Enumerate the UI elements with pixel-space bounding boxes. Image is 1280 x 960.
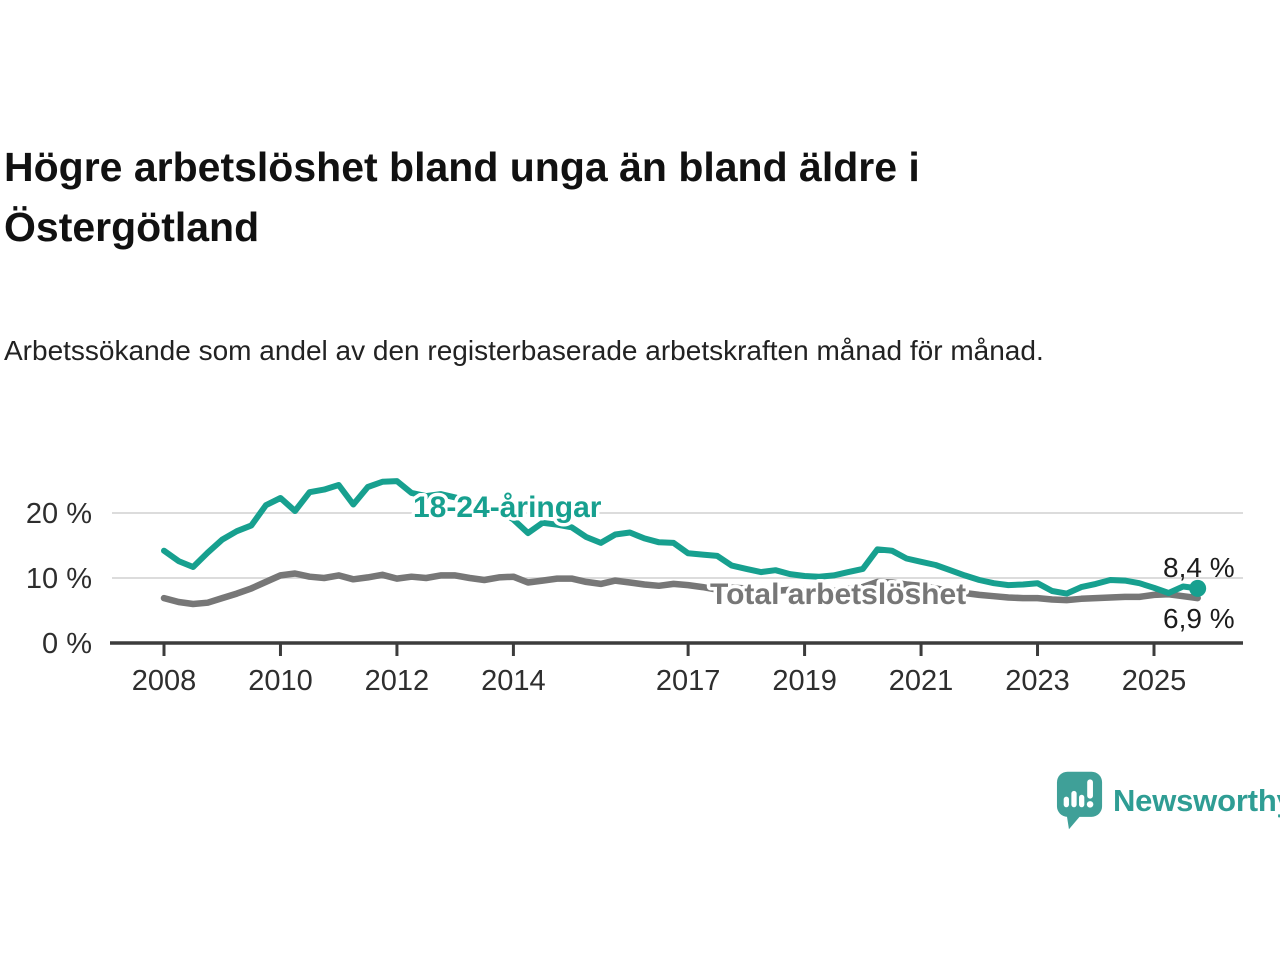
y-axis-tick-label: 0 % [42,628,92,660]
series-line-total [160,570,1201,608]
x-axis-tick-label: 2021 [889,665,954,697]
newsworthy-branding: Newsworthy [1056,770,1280,831]
y-axis-tick-label: 20 % [26,498,92,530]
x-axis-tick-label: 2019 [772,665,837,697]
x-axis-tick-label: 2023 [1005,665,1070,697]
newsworthy-logo-icon [1056,771,1103,830]
chart-title: Högre arbetslöshet bland unga än bland ä… [4,144,920,250]
series-line-youth [161,478,1201,597]
end-value-total: 6,9 % [1163,603,1235,634]
x-axis-tick-label: 2008 [132,665,197,697]
newsworthy-wordmark: Newsworthy [1113,782,1280,818]
x-axis-tick-label: 2017 [656,665,721,697]
series-label-youth: 18-24-åringar [413,491,602,524]
x-axis-tick-label: 2012 [365,665,430,697]
x-axis-tick-label: 2025 [1122,665,1187,697]
end-point-marker [1189,579,1207,597]
series-label-total: Total arbetslöshet [710,578,966,611]
chart-subtitle: Arbetssökande som andel av den registerb… [4,335,1044,366]
x-axis-tick-label: 2010 [248,665,313,697]
x-axis-tick-label: 2014 [481,665,546,697]
end-value-youth: 8,4 % [1163,552,1235,583]
y-axis-tick-label: 10 % [26,563,92,595]
